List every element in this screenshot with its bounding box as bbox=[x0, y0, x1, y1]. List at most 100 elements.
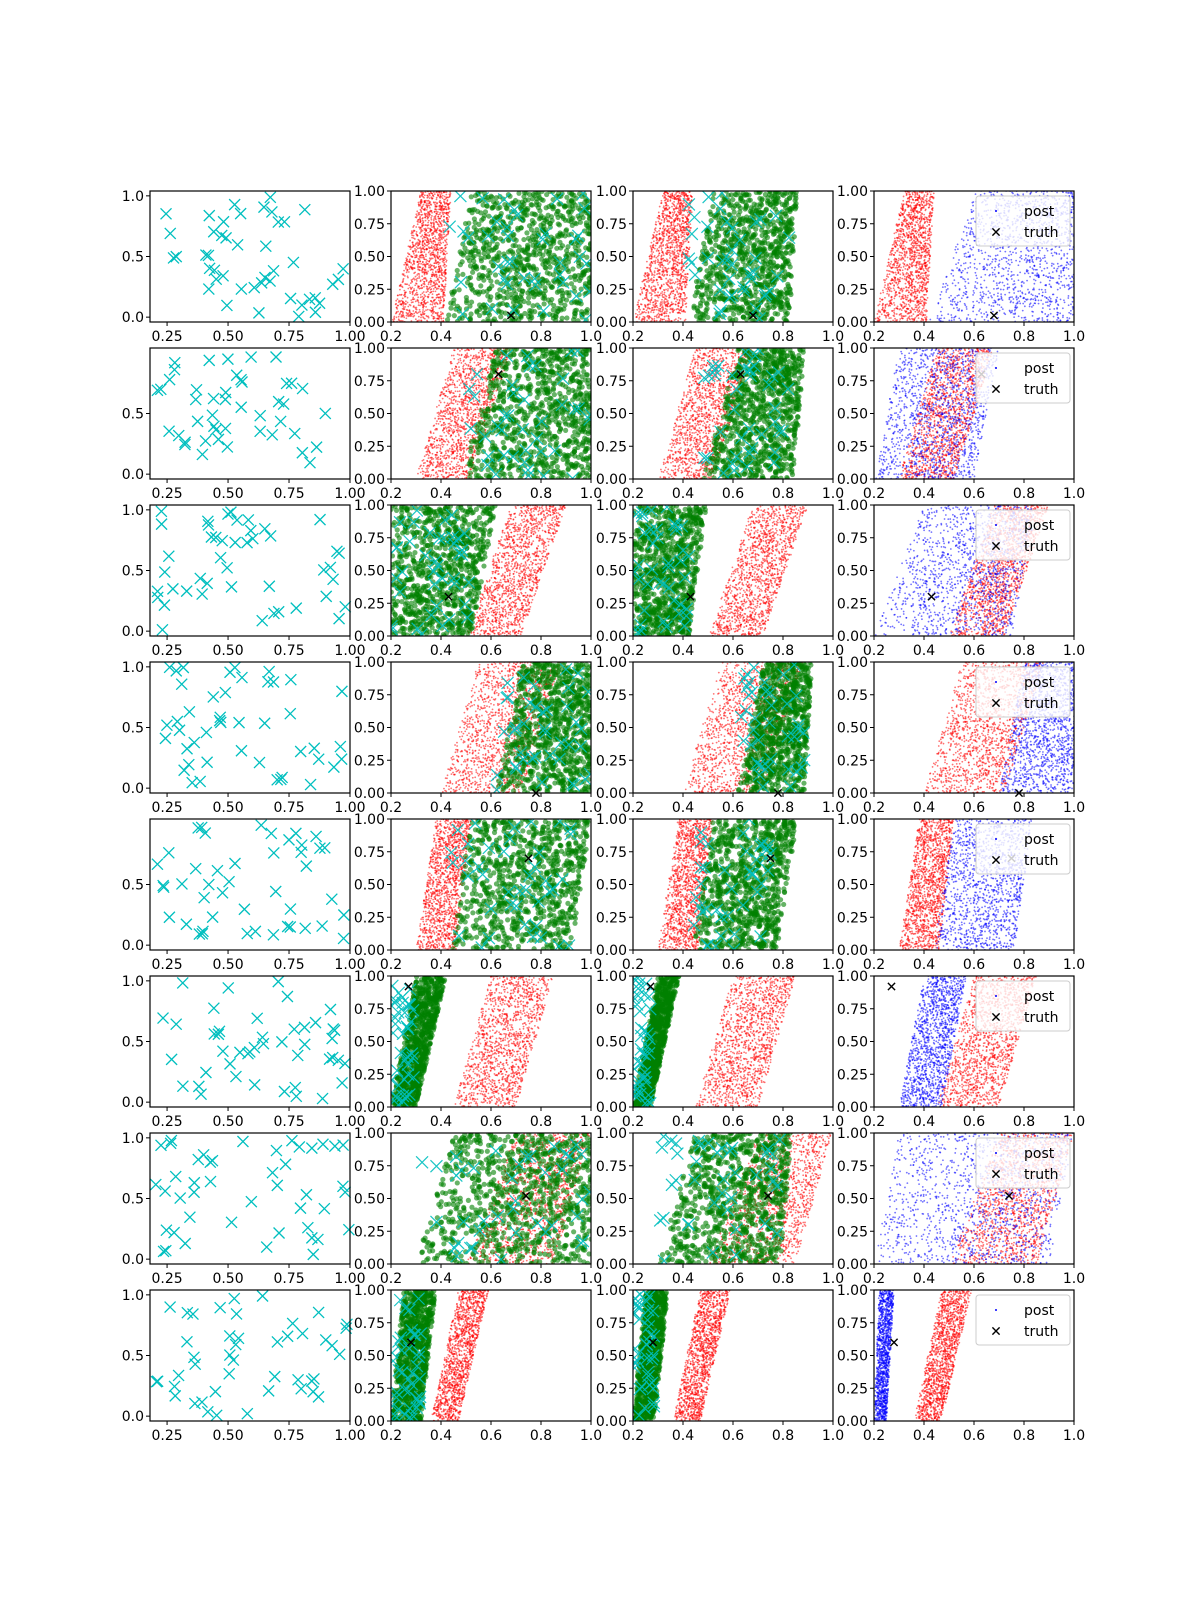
green-sample bbox=[560, 214, 565, 219]
red-sample bbox=[650, 311, 652, 313]
red-sample bbox=[424, 236, 426, 238]
red-sample bbox=[669, 282, 671, 284]
red-sample bbox=[434, 209, 436, 211]
red-sample bbox=[436, 313, 438, 315]
red-sample bbox=[673, 242, 675, 244]
red-sample bbox=[395, 300, 397, 302]
green-sample bbox=[572, 220, 577, 225]
red-sample bbox=[675, 281, 677, 283]
red-sample bbox=[665, 315, 667, 317]
red-sample bbox=[428, 252, 430, 254]
red-sample bbox=[671, 240, 673, 242]
red-sample bbox=[666, 246, 668, 248]
green-sample bbox=[570, 266, 575, 271]
red-sample bbox=[448, 203, 450, 205]
red-sample bbox=[417, 239, 419, 241]
red-sample bbox=[638, 305, 640, 307]
red-sample bbox=[676, 278, 678, 280]
red-sample bbox=[654, 236, 656, 238]
red-sample bbox=[684, 295, 686, 297]
red-sample bbox=[436, 197, 438, 199]
red-sample bbox=[440, 250, 442, 252]
red-sample bbox=[673, 220, 675, 222]
green-sample bbox=[526, 300, 531, 305]
green-sample bbox=[452, 313, 457, 318]
green-sample bbox=[477, 307, 482, 312]
red-sample bbox=[425, 306, 427, 308]
green-sample bbox=[505, 295, 510, 300]
red-sample bbox=[661, 295, 663, 297]
red-sample bbox=[655, 257, 657, 259]
red-sample bbox=[413, 272, 415, 274]
red-sample bbox=[669, 211, 671, 213]
red-sample bbox=[411, 232, 413, 234]
red-sample bbox=[444, 208, 446, 210]
red-sample bbox=[683, 242, 685, 244]
red-sample bbox=[435, 218, 437, 220]
red-sample bbox=[672, 275, 674, 277]
green-sample bbox=[504, 267, 509, 272]
green-sample bbox=[533, 212, 538, 217]
red-sample bbox=[665, 228, 667, 230]
red-sample bbox=[425, 255, 427, 257]
red-sample bbox=[679, 192, 681, 194]
red-sample bbox=[881, 313, 883, 315]
red-sample bbox=[657, 250, 659, 252]
green-sample bbox=[559, 233, 564, 238]
green-sample bbox=[472, 262, 477, 267]
red-sample bbox=[671, 225, 673, 227]
red-sample bbox=[415, 301, 417, 303]
red-sample bbox=[664, 207, 666, 209]
red-sample bbox=[653, 261, 655, 263]
red-sample bbox=[442, 280, 444, 282]
red-sample bbox=[426, 241, 428, 243]
red-sample bbox=[651, 279, 653, 281]
green-sample bbox=[478, 210, 483, 215]
red-sample bbox=[402, 297, 404, 299]
red-sample bbox=[432, 258, 434, 260]
red-sample bbox=[437, 269, 439, 271]
red-sample bbox=[436, 287, 438, 289]
red-sample bbox=[687, 273, 689, 275]
red-sample bbox=[651, 293, 653, 295]
red-sample bbox=[676, 225, 678, 227]
red-sample bbox=[688, 225, 690, 227]
green-sample bbox=[733, 192, 738, 197]
green-sample bbox=[532, 231, 537, 236]
red-sample bbox=[648, 277, 650, 279]
red-sample bbox=[669, 274, 671, 276]
red-sample bbox=[405, 268, 407, 270]
red-sample bbox=[446, 239, 448, 241]
red-sample bbox=[673, 229, 675, 231]
green-sample bbox=[539, 197, 544, 202]
red-sample bbox=[446, 196, 448, 198]
red-sample bbox=[445, 283, 447, 285]
red-sample bbox=[669, 295, 671, 297]
red-sample bbox=[667, 250, 669, 252]
red-sample bbox=[651, 242, 653, 244]
red-sample bbox=[661, 231, 663, 233]
red-sample bbox=[429, 207, 431, 209]
red-sample bbox=[683, 238, 685, 240]
green-sample bbox=[714, 272, 719, 277]
green-sample bbox=[732, 210, 737, 215]
red-sample bbox=[678, 212, 680, 214]
green-sample bbox=[458, 249, 463, 254]
red-sample bbox=[670, 291, 672, 293]
red-sample bbox=[680, 195, 682, 197]
red-sample bbox=[668, 285, 670, 287]
green-sample bbox=[569, 209, 574, 214]
red-sample bbox=[409, 286, 411, 288]
red-sample bbox=[657, 270, 659, 272]
red-sample bbox=[441, 238, 443, 240]
red-sample bbox=[435, 205, 437, 207]
red-sample bbox=[685, 198, 687, 200]
red-sample bbox=[660, 292, 662, 294]
red-sample bbox=[916, 267, 918, 269]
red-sample bbox=[416, 246, 418, 248]
red-sample bbox=[657, 307, 659, 309]
green-sample bbox=[502, 318, 507, 323]
red-sample bbox=[650, 248, 652, 250]
green-sample bbox=[467, 208, 472, 213]
